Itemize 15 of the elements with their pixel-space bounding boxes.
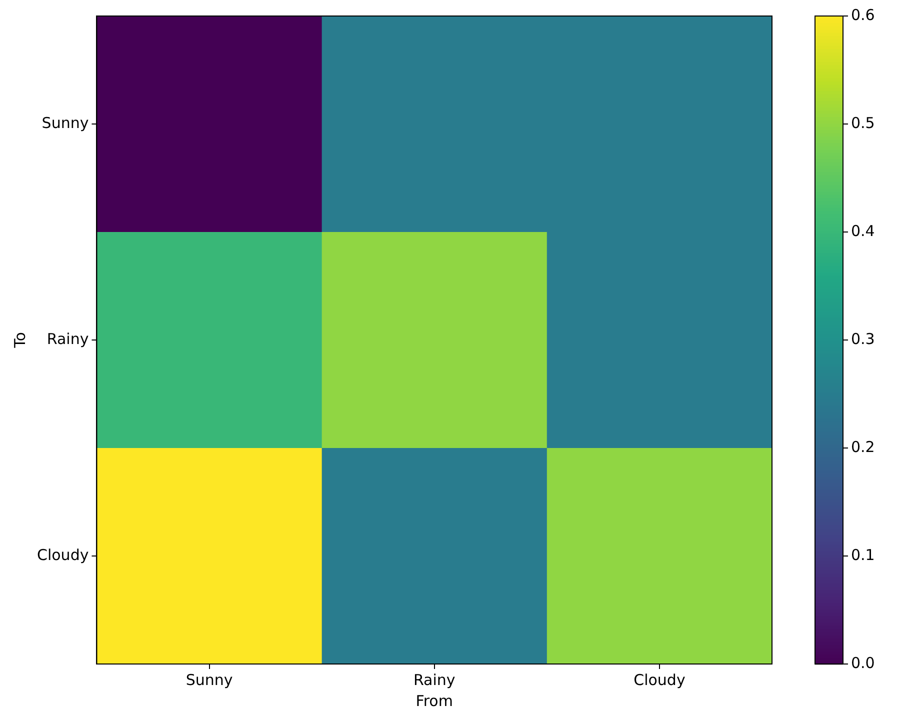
y-tick-label: Sunny bbox=[42, 114, 89, 132]
y-tick-label: Cloudy bbox=[36, 546, 89, 564]
x-axis-title: From bbox=[416, 692, 453, 710]
x-tick-label: Sunny bbox=[186, 670, 233, 689]
color-bar-label: 0.3 bbox=[851, 330, 875, 348]
y-axis-title: To bbox=[10, 332, 29, 349]
x-tick-label: Cloudy bbox=[634, 670, 686, 689]
color-bar-label: 0.6 bbox=[851, 6, 875, 24]
color-bar-label: 0.0 bbox=[851, 654, 875, 672]
color-bar-label: 0.2 bbox=[851, 438, 875, 456]
color-bar-label: 0.4 bbox=[851, 222, 875, 240]
x-tick-label: Rainy bbox=[413, 670, 456, 689]
y-tick-label: Rainy bbox=[46, 330, 89, 348]
color-bar-label: 0.5 bbox=[851, 114, 875, 132]
color-bar-label: 0.1 bbox=[851, 546, 875, 564]
